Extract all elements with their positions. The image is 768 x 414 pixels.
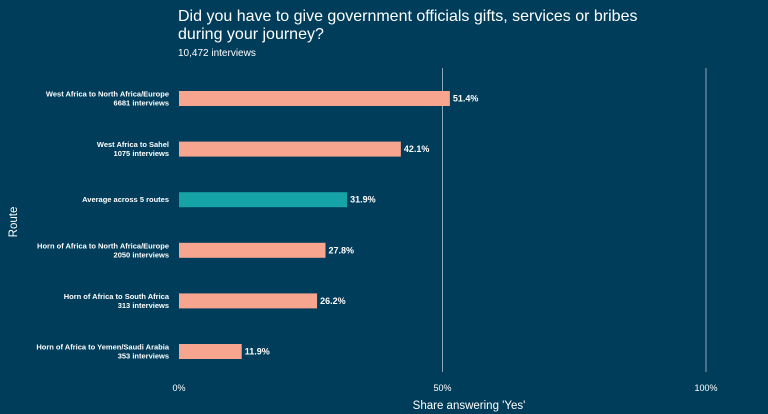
category-label: Horn of Africa to South Africa 313 interv…	[64, 292, 170, 310]
gridlines	[442, 68, 707, 372]
category-label: West Africa to North Africa/Europe 6681 i…	[46, 90, 169, 108]
category-labels: West Africa to North Africa/Europe 6681 i…	[36, 90, 169, 361]
x-axis-title: Share answering 'Yes'	[413, 400, 526, 412]
category-label: Horn of Africa to Yemen/Saudi Arabia 353 …	[36, 343, 169, 361]
bar	[179, 242, 326, 258]
bar	[179, 293, 318, 309]
chart-title-line-2: during your journey?	[178, 26, 324, 43]
x-tick-label: 0%	[172, 383, 185, 393]
bar-value-label: 51.4%	[453, 94, 479, 104]
bar-value-label: 11.9%	[245, 347, 270, 357]
x-axis-ticks: 0% 50% 100%	[172, 383, 717, 393]
bar-value-label: 42.1%	[404, 144, 430, 154]
category-label: Average across 5 routes	[82, 195, 169, 204]
x-tick-label: 50%	[433, 383, 451, 393]
chart-title-line-1: Did you have to give government official…	[178, 8, 637, 25]
category-label: West Africa to Sahel 1075 interviews	[97, 140, 169, 158]
y-axis-title: Route	[8, 207, 20, 238]
bar	[179, 91, 450, 106]
bar	[179, 192, 348, 208]
value-labels: 51.4% 42.1% 31.9% 27.8% 26.2% 11.9%	[245, 94, 479, 357]
bar-value-label: 27.8%	[329, 245, 355, 255]
category-label: Horn of Africa to North Africa/Europe 205…	[37, 241, 169, 259]
bar-value-label: 31.9%	[350, 195, 376, 205]
bar	[179, 141, 401, 157]
chart-subtitle: 10,472 interviews	[178, 48, 256, 59]
bar-value-label: 26.2%	[320, 296, 346, 306]
bar	[179, 344, 242, 359]
x-tick-label: 100%	[694, 383, 717, 393]
bars	[179, 91, 450, 359]
